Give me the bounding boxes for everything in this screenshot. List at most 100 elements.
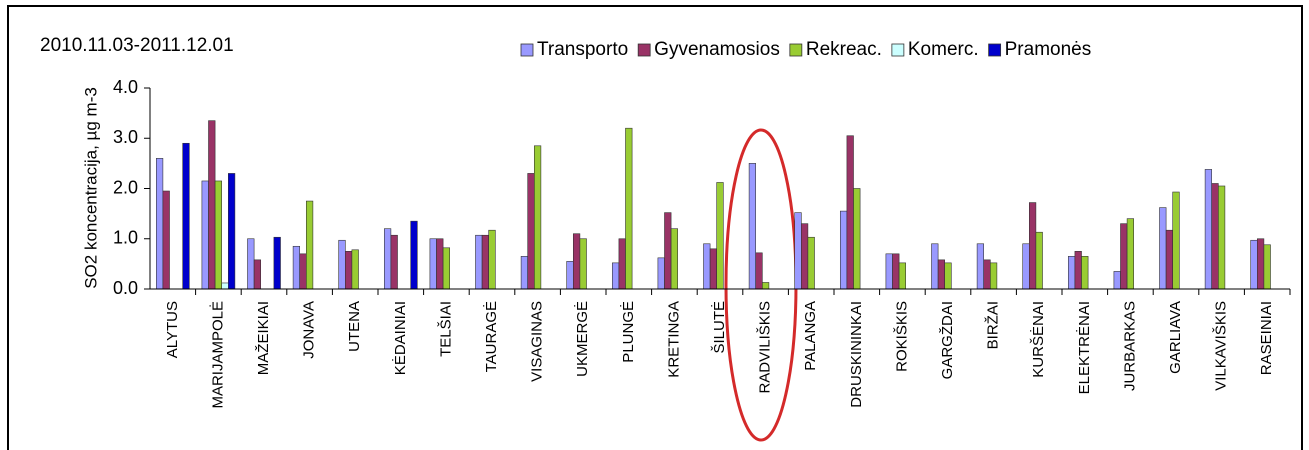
bar bbox=[761, 282, 770, 290]
y-tick-label: 0.0 bbox=[113, 278, 138, 298]
bar bbox=[247, 238, 255, 290]
bar bbox=[944, 262, 952, 290]
legend-label: Gyvenamosios bbox=[654, 39, 780, 60]
legend-label: Rekreac. bbox=[806, 39, 882, 60]
legend-label: Pramonės bbox=[1005, 39, 1092, 60]
bar bbox=[442, 247, 451, 290]
bar bbox=[410, 220, 418, 290]
bar bbox=[214, 180, 223, 290]
bar bbox=[709, 248, 717, 290]
bar bbox=[579, 238, 587, 290]
bar bbox=[273, 236, 281, 290]
bar bbox=[201, 180, 209, 290]
x-tick-label: KĖDAINIAI bbox=[391, 301, 409, 375]
x-tick-label: GARLIAVA bbox=[1167, 301, 1184, 374]
bar bbox=[885, 253, 893, 290]
bar bbox=[481, 234, 490, 290]
legend-swatch bbox=[891, 43, 905, 57]
x-tick-label: VISAGINAS bbox=[529, 301, 546, 382]
bar bbox=[846, 135, 854, 290]
bar bbox=[976, 243, 984, 290]
bar bbox=[292, 245, 301, 290]
bar bbox=[800, 223, 809, 290]
y-tick-label: 1.0 bbox=[113, 228, 138, 248]
bar bbox=[670, 228, 678, 290]
bar bbox=[1211, 183, 1219, 290]
x-tick-label: MAŽEIKIAI bbox=[255, 301, 272, 375]
bar bbox=[429, 238, 437, 290]
bar bbox=[520, 256, 528, 290]
bar bbox=[657, 257, 665, 290]
x-tick-label: PLUNGĖ bbox=[619, 301, 637, 363]
x-tick-label: RADVILIŠKIS bbox=[757, 301, 774, 394]
bar bbox=[1172, 191, 1180, 290]
bar bbox=[1029, 202, 1037, 290]
bar bbox=[625, 127, 633, 290]
bar bbox=[1120, 223, 1128, 290]
x-tick-label: TELŠIAI bbox=[437, 301, 454, 357]
bar bbox=[1035, 231, 1043, 290]
bar bbox=[1068, 256, 1076, 290]
bar bbox=[1126, 218, 1134, 290]
bar bbox=[156, 158, 164, 290]
bar bbox=[611, 262, 620, 290]
x-tick-label: UTENA bbox=[346, 301, 363, 352]
bar bbox=[1218, 185, 1226, 290]
x-tick-label: ŠILUTĖ bbox=[710, 301, 728, 354]
bar bbox=[748, 163, 756, 290]
bar bbox=[703, 243, 711, 290]
legend-swatch bbox=[637, 43, 651, 57]
bar bbox=[755, 252, 763, 290]
x-tick-label: TAURAGĖ bbox=[482, 301, 500, 372]
x-tick-label: PALANGA bbox=[802, 301, 819, 371]
bar bbox=[162, 190, 170, 290]
bar bbox=[931, 243, 939, 290]
bar bbox=[383, 228, 392, 290]
bar bbox=[1204, 169, 1212, 290]
bar bbox=[983, 259, 991, 290]
bar bbox=[338, 239, 346, 290]
bar bbox=[1263, 244, 1271, 290]
bar bbox=[664, 212, 672, 290]
bar bbox=[1250, 239, 1258, 290]
x-tick-label: MARIJAMPOLĖ bbox=[208, 301, 226, 409]
x-tick-label: ROKIŠKIS bbox=[893, 301, 910, 372]
bar bbox=[208, 120, 216, 290]
legend-swatch bbox=[988, 43, 1002, 57]
x-tick-label: UKMERGĖ bbox=[573, 301, 591, 377]
legend-label: Transporto bbox=[537, 39, 628, 60]
bar bbox=[989, 262, 998, 290]
bar bbox=[839, 210, 848, 290]
y-tick-label: 2.0 bbox=[113, 177, 138, 197]
y-axis-label: SO2 koncentracija, µg m-3 bbox=[81, 87, 100, 289]
bar bbox=[390, 234, 398, 290]
x-tick-label: BIRŽAI bbox=[985, 301, 1002, 349]
bar bbox=[807, 236, 815, 290]
bar bbox=[436, 238, 444, 290]
x-tick-label: KURŠĖNAI bbox=[1029, 301, 1047, 378]
bar bbox=[566, 261, 574, 290]
bar bbox=[475, 234, 483, 290]
y-tick-label: 3.0 bbox=[113, 127, 138, 147]
x-tick-label: ALYTUS bbox=[164, 301, 181, 358]
bar bbox=[1257, 238, 1265, 290]
bar bbox=[1113, 271, 1121, 290]
bar bbox=[1081, 256, 1089, 290]
bar bbox=[1159, 207, 1167, 290]
x-tick-label: RASEINIAI bbox=[1258, 301, 1275, 375]
bar bbox=[228, 173, 236, 290]
bar bbox=[253, 259, 262, 290]
bar bbox=[344, 251, 353, 290]
bar bbox=[351, 249, 359, 290]
bar bbox=[221, 282, 229, 290]
bar bbox=[527, 173, 535, 290]
x-tick-label: DRUSKININKAI bbox=[848, 301, 865, 408]
bar bbox=[488, 229, 496, 290]
bar bbox=[618, 238, 626, 290]
bar bbox=[1165, 229, 1173, 290]
chart-title: 2010.11.03-2011.12.01 bbox=[40, 35, 234, 56]
bar bbox=[533, 145, 542, 290]
x-tick-label: JURBARKAS bbox=[1121, 301, 1138, 391]
legend-swatch bbox=[789, 43, 803, 57]
